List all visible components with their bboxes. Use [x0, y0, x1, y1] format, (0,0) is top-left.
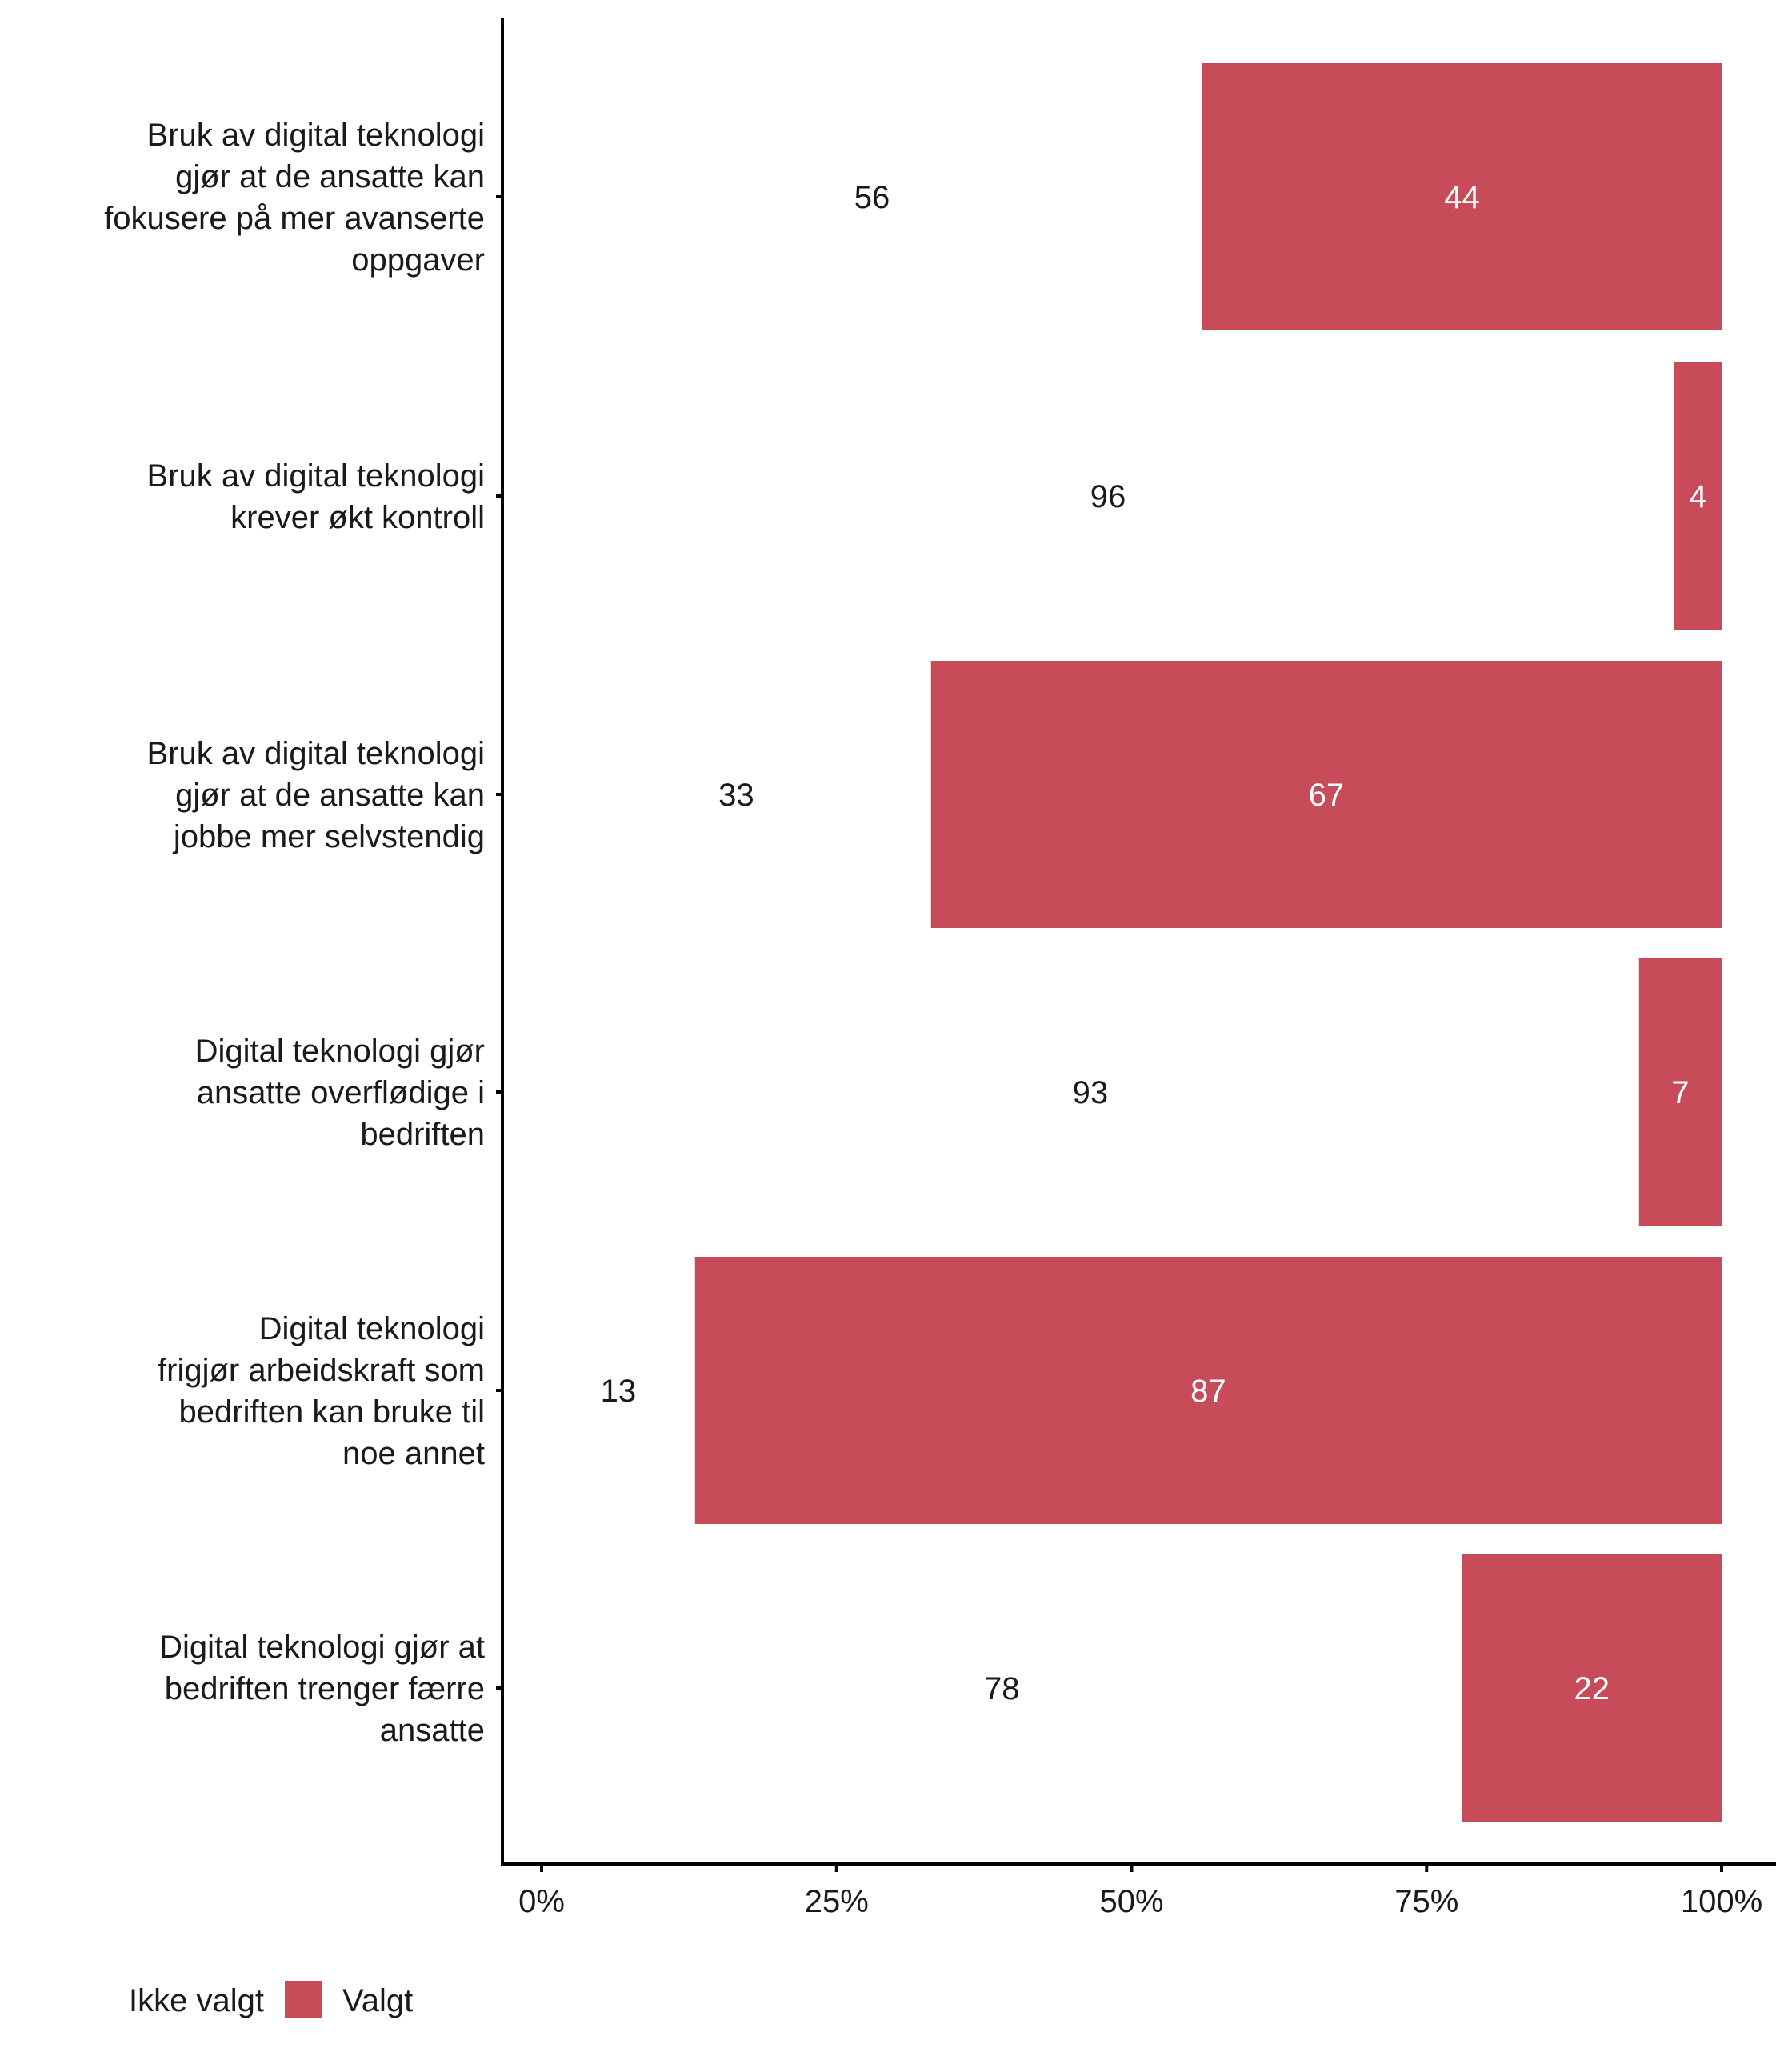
x-axis-ticks: 0% 25% 50% 75% 100%: [518, 1864, 1762, 1919]
bars-layer: 56 44 96 4 33 67 93 7 13 87 78 22: [601, 63, 1722, 1822]
data-label: 67: [1309, 778, 1345, 813]
data-label: 33: [718, 778, 754, 813]
x-tick-label: 50%: [1099, 1884, 1163, 1919]
data-label: 7: [1671, 1075, 1689, 1110]
category-label: Digital teknologi gjør: [195, 1034, 485, 1069]
category-label: Bruk av digital teknologi: [147, 118, 485, 153]
data-label: 22: [1574, 1671, 1610, 1706]
data-label: 87: [1190, 1374, 1226, 1409]
bar-valgt: [1202, 63, 1722, 330]
category-label: ansatte overflødige i: [197, 1075, 485, 1110]
category-label: gjør at de ansatte kan: [175, 778, 485, 813]
category-label: Bruk av digital teknologi: [147, 736, 485, 771]
legend-swatch-valgt: [285, 1981, 322, 2018]
category-label: jobbe mer selvstendig: [173, 819, 485, 854]
x-tick-label: 0%: [518, 1884, 565, 1919]
category-label: bedriften trenger færre: [165, 1671, 485, 1706]
category-label: noe annet: [342, 1436, 485, 1471]
data-label: 56: [854, 180, 890, 215]
category-label: fokusere på mer avanserte: [104, 201, 485, 236]
legend-label-valgt: Valgt: [342, 1983, 413, 2018]
category-label: ansatte: [380, 1713, 485, 1748]
category-label: krever økt kontroll: [230, 500, 485, 535]
x-tick-label: 75%: [1394, 1884, 1458, 1919]
bar-valgt: [1462, 1554, 1722, 1822]
bar-valgt: [1674, 362, 1722, 630]
category-label: gjør at de ansatte kan: [175, 159, 485, 194]
data-label: 44: [1444, 180, 1480, 215]
category-label: bedriften kan bruke til: [179, 1394, 485, 1430]
x-tick-label: 100%: [1681, 1884, 1762, 1919]
category-label: Digital teknologi: [259, 1311, 485, 1346]
data-label: 93: [1073, 1075, 1109, 1110]
category-label: frigjør arbeidskraft som: [158, 1353, 485, 1388]
data-label: 4: [1689, 479, 1706, 514]
legend-label-ikke-valgt: Ikke valgt: [129, 1983, 264, 2018]
data-label: 78: [984, 1671, 1020, 1706]
category-labels: Bruk av digital teknologi gjør at de ansa…: [104, 118, 502, 1748]
category-label: Bruk av digital teknologi: [147, 458, 485, 494]
category-label: Digital teknologi gjør at: [159, 1630, 485, 1665]
category-label: bedriften: [360, 1117, 485, 1152]
bar-valgt: [930, 661, 1722, 928]
category-label: oppgaver: [351, 242, 485, 278]
bar-valgt: [1638, 958, 1722, 1226]
bar-valgt: [694, 1257, 1722, 1524]
x-tick-label: 25%: [805, 1884, 869, 1919]
legend: Ikke valgt Valgt: [129, 1981, 413, 2018]
data-label: 96: [1090, 479, 1126, 514]
data-label: 13: [601, 1374, 637, 1409]
